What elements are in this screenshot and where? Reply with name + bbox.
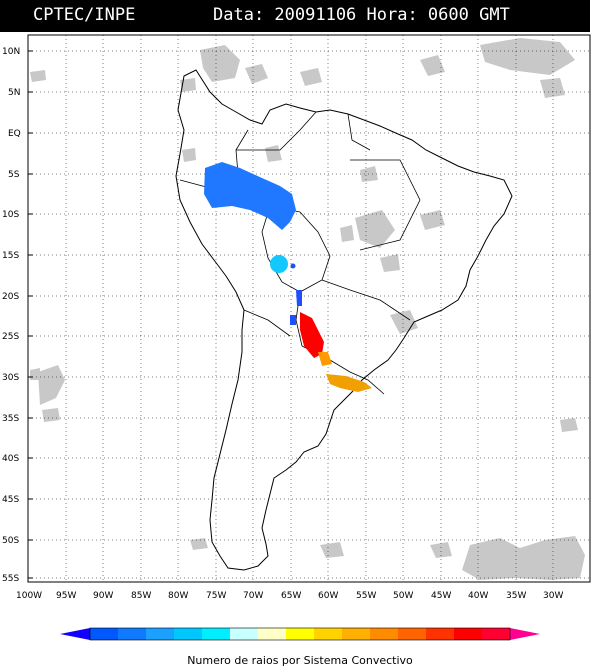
cloud-cover	[30, 38, 585, 580]
legend-tick: 25	[198, 642, 212, 644]
lat-label: 5S	[8, 170, 20, 180]
lon-label: 50W	[393, 591, 413, 601]
legend-tick: 1	[86, 642, 93, 644]
legend-swatch	[286, 628, 314, 640]
small-cell	[290, 263, 296, 269]
legend-swatch	[398, 628, 426, 640]
legend-tick: 15	[142, 642, 156, 644]
lat-label: 50S	[2, 536, 19, 546]
map-frame	[27, 34, 591, 583]
legend-tick: 35	[254, 642, 268, 644]
legend-tick: 10	[114, 642, 128, 644]
lon-label: 40W	[468, 591, 488, 601]
legend-tick: 250	[417, 642, 438, 644]
lon-label: 45W	[431, 591, 451, 601]
legend-swatch	[118, 628, 146, 640]
legend-swatch	[342, 628, 370, 640]
lat-label: 5N	[8, 88, 20, 98]
legend-arrow-right	[510, 628, 540, 640]
latitude-labels: 10N 5N EQ 5S 10S 15S 20S 25S 30S 35S 40S…	[2, 47, 21, 584]
color-legend	[60, 627, 540, 641]
lon-label: 60W	[318, 591, 338, 601]
legend-swatch	[90, 628, 118, 640]
lat-label: 20S	[2, 292, 19, 302]
legend-tick: 100	[333, 642, 354, 644]
lon-label: 100W	[16, 591, 42, 601]
lon-label: 85W	[131, 591, 151, 601]
date-time-label: Data: 20091106 Hora: 0600 GMT	[213, 5, 510, 25]
lat-label: 15S	[2, 251, 19, 261]
legend-ticks: 1 10 15 20 25 30 35 40 50 100 150 200 25…	[86, 642, 466, 644]
legend-tick: 200	[389, 642, 410, 644]
legend-tick: 20	[170, 642, 184, 644]
legend-swatch	[454, 628, 482, 640]
legend-tick: 50	[310, 642, 324, 644]
legend-caption: Numero de raios por Sistema Convectivo	[187, 654, 413, 667]
lon-label: 80W	[168, 591, 188, 601]
lon-label: 55W	[356, 591, 376, 601]
lat-label: EQ	[8, 129, 21, 139]
lon-label: 30W	[543, 591, 563, 601]
legend-swatch	[370, 628, 398, 640]
legend-tick: 150	[361, 642, 382, 644]
paraguay-cells-small	[290, 315, 296, 325]
legend-swatch	[230, 628, 258, 640]
longitude-labels: 100W 95W 90W 85W 80W 75W 70W 65W 60W 55W…	[16, 591, 563, 601]
lat-label: 45S	[2, 495, 19, 505]
lat-label: 10N	[2, 47, 20, 57]
legend-tick: 40	[282, 642, 296, 644]
lon-label: 95W	[56, 591, 76, 601]
lat-label: 25S	[2, 332, 19, 342]
legend-arrow-left	[60, 628, 90, 640]
lon-label: 75W	[206, 591, 226, 601]
northern-argentina-cluster	[300, 312, 324, 358]
lat-label: 40S	[2, 454, 19, 464]
legend-swatch	[174, 628, 202, 640]
paraguay-cells	[296, 290, 302, 306]
lon-label: 70W	[243, 591, 263, 601]
lon-label: 90W	[93, 591, 113, 601]
legend-swatch	[426, 628, 454, 640]
lat-label: 10S	[2, 210, 19, 220]
agency-label: CPTEC/INPE	[33, 5, 136, 25]
header-bar: CPTEC/INPE Data: 20091106 Hora: 0600 GMT	[0, 0, 590, 32]
legend-tick: 30	[226, 642, 240, 644]
coastline	[175, 69, 513, 571]
lat-label: 30S	[2, 373, 19, 383]
legend-swatch	[314, 628, 342, 640]
legend-swatch	[146, 628, 174, 640]
lon-label: 65W	[281, 591, 301, 601]
mesopotamia-cluster	[318, 352, 332, 366]
bolivia-cell	[270, 255, 288, 273]
western-amazon-cluster	[204, 162, 296, 230]
lat-label: 35S	[2, 414, 19, 424]
frame-ticks	[28, 50, 33, 579]
lightning-map: 10N 5N EQ 5S 10S 15S 20S 25S 30S 35S 40S…	[2, 34, 591, 644]
lon-label: 35W	[506, 591, 526, 601]
lat-label: 55S	[2, 574, 19, 584]
legend-swatch	[202, 628, 230, 640]
legend-tick: 350	[445, 642, 466, 644]
legend-swatch	[482, 628, 510, 640]
uruguay-cluster	[326, 374, 372, 392]
legend-outline	[89, 627, 511, 641]
legend-swatch	[258, 628, 286, 640]
